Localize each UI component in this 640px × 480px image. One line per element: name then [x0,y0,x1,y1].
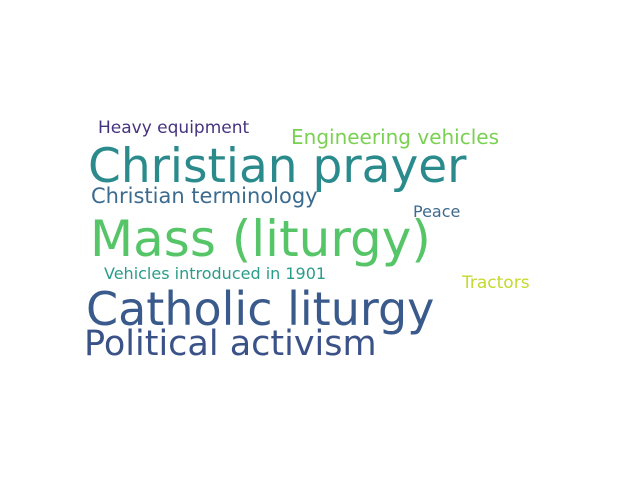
word-christian-terminology: Christian terminology [91,184,318,208]
word-tractors: Tractors [462,273,530,293]
word-vehicles-introduced-1901: Vehicles introduced in 1901 [104,264,327,283]
word-christian-prayer: Christian prayer [88,139,467,194]
word-peace: Peace [413,202,461,221]
word-catholic-liturgy: Catholic liturgy [86,282,435,336]
word-political-activism: Political activism [84,324,377,364]
word-mass-liturgy: Mass (liturgy) [90,210,431,268]
word-heavy-equipment: Heavy equipment [98,118,250,138]
word-engineering-vehicles: Engineering vehicles [291,125,500,149]
